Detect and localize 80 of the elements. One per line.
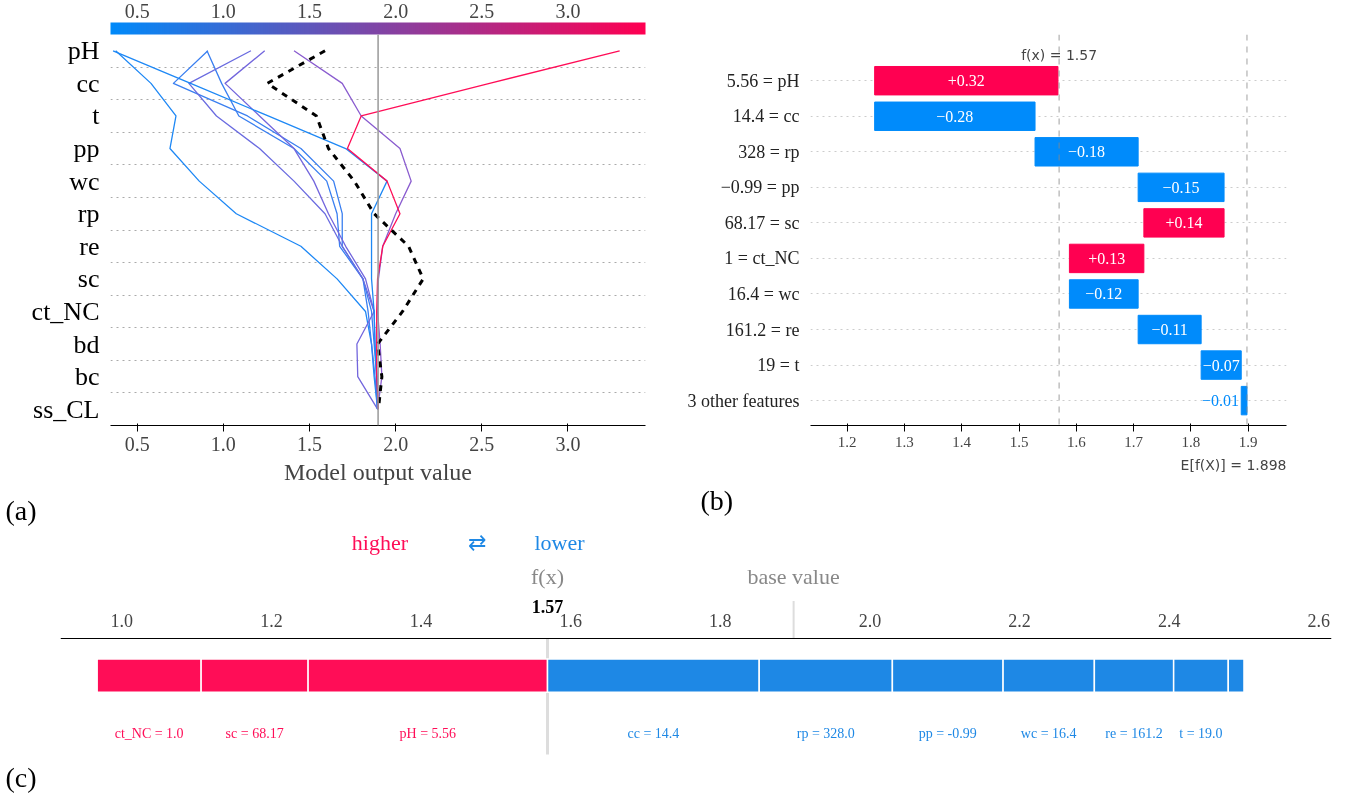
text: wc = 16.4 [1020, 726, 1077, 742]
text: pp = -0.99 [918, 726, 977, 742]
y-tick-label: 5.56 = pH [726, 70, 800, 91]
x-tick-label: 1.9 [1238, 433, 1258, 450]
y-tick-label: 3 other features [687, 390, 800, 411]
ref-line-label: base value [747, 563, 840, 589]
x-tick-label: 1.3 [895, 433, 914, 450]
x-tick-label: 1.2 [260, 611, 283, 632]
y-tick-label: 14.4 = cc [732, 106, 800, 127]
data-label: +0.13 [1088, 249, 1126, 267]
data-label: −0.28 [936, 107, 974, 125]
y-tick-label: pp [73, 134, 100, 164]
color-bar-label: 1.5 [297, 0, 323, 22]
data-label: −0.12 [1085, 285, 1123, 303]
x-tick-label: 2.6 [1307, 611, 1331, 632]
text: t = 19.0 [1179, 726, 1223, 742]
text: ct_NC = 1.0 [114, 726, 184, 742]
y-tick-label: pH [67, 36, 100, 66]
y-tick-label: 328 = rp [738, 141, 800, 162]
text: rp = 328.0 [796, 726, 855, 742]
data-label: +0.14 [1165, 214, 1203, 232]
x-tick-label: 1.0 [210, 432, 236, 455]
y-tick-label: −0.99 = pp [720, 177, 800, 198]
color-bar-label: 2.5 [469, 0, 495, 22]
x-tick-label: 2.2 [1008, 611, 1031, 632]
y-tick-label: bd [73, 329, 100, 359]
y-tick-label: sc [77, 264, 100, 294]
y-tick-label: bc [74, 362, 100, 392]
text: cc = 14.4 [627, 726, 680, 742]
ref-line-label: f(x) = 1.57 [1021, 46, 1098, 63]
text: higher [351, 530, 409, 556]
x-tick-label: 2.5 [469, 432, 495, 455]
y-tick-label: 19 = t [757, 355, 800, 376]
y-tick-label: ss_CL [33, 394, 100, 424]
x-tick-label: 2.4 [1157, 611, 1181, 632]
text: pH = 5.56 [399, 726, 457, 742]
data-label: −0.01 [1201, 392, 1239, 410]
data-label: −0.18 [1068, 143, 1106, 161]
x-tick-label: 1.2 [837, 433, 857, 450]
x-tick-label: 1.8 [1181, 433, 1201, 450]
text: re = 161.2 [1105, 726, 1163, 742]
y-tick-label: 16.4 = wc [727, 283, 800, 304]
x-tick-label: 0.5 [124, 432, 150, 455]
y-tick-label: ct_NC [31, 296, 100, 326]
x-tick-label: 3.0 [555, 432, 581, 455]
data-label: −0.15 [1162, 178, 1200, 196]
text: (a) [5, 494, 37, 526]
color-bar-label: 1.0 [210, 0, 236, 22]
x-tick-label: 1.4 [952, 433, 972, 450]
color-bar-label: 0.5 [124, 0, 150, 22]
text: ⇄ [468, 530, 487, 556]
x-tick-label: 1.0 [110, 611, 134, 632]
color-bar-label: 2.0 [383, 0, 409, 22]
ref-line-label: E[f(X)] = 1.898 [1180, 456, 1287, 473]
x-tick-label: 1.6 [1066, 433, 1087, 450]
y-tick-label: cc [76, 68, 100, 98]
data-label: −0.11 [1151, 321, 1188, 339]
text: (c) [5, 761, 37, 793]
y-tick-label: 1 = ct_NC [724, 248, 800, 269]
y-tick-label: re [79, 231, 100, 261]
x-tick-label: 1.8 [709, 611, 732, 632]
x-tick-label: 1.7 [1124, 433, 1144, 450]
x-tick-label: 1.4 [409, 611, 433, 632]
data-label: −0.07 [1202, 356, 1240, 374]
y-tick-label: 161.2 = re [725, 319, 800, 340]
y-tick-label: t [92, 101, 101, 131]
data-label: +0.32 [947, 72, 985, 90]
y-tick-label: rp [77, 199, 100, 229]
text: sc = 68.17 [225, 726, 284, 742]
y-tick-label: 68.17 = sc [724, 212, 800, 233]
color-bar-label: 3.0 [555, 0, 581, 22]
text: (b) [700, 484, 734, 516]
text: lower [534, 530, 586, 556]
y-tick-label: wc [69, 166, 100, 196]
x-tick-label: 2.0 [858, 611, 882, 632]
x-tick-label: 1.5 [1009, 433, 1029, 450]
x-tick-label: 2.0 [383, 432, 409, 455]
x-tick-label: 1.6 [559, 611, 582, 632]
x-axis-title: Model output value [284, 458, 472, 485]
x-tick-label: 1.5 [297, 432, 323, 455]
